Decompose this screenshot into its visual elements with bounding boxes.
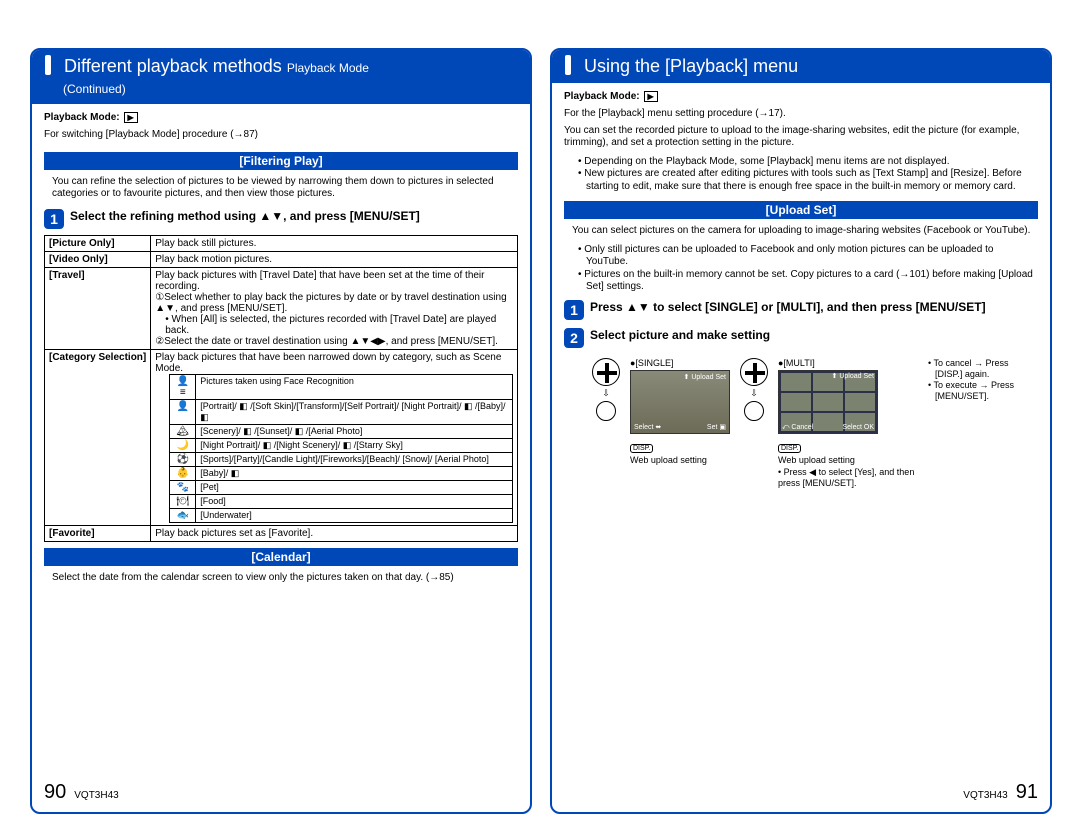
right-doc-id: VQT3H43: [963, 790, 1007, 801]
bullet-item: Only still pictures can be uploaded to F…: [578, 244, 1038, 269]
right-step-2: 2 Select picture and make setting: [564, 328, 1038, 348]
row-video-only-k: [Video Only]: [45, 251, 151, 267]
disp-button-icon-2: DISP.: [778, 444, 801, 453]
section-upload-set: [Upload Set]: [564, 201, 1038, 219]
row-travel-k: [Travel]: [45, 267, 151, 349]
category-icon: 🍽: [170, 494, 196, 508]
left-page-number: 90: [44, 781, 66, 804]
left-intro: For switching [Playback Mode] procedure …: [44, 129, 514, 142]
row-category-v: Play back pictures that have been narrow…: [151, 349, 518, 525]
page-left: Different playback methods Playback Mode…: [30, 48, 532, 814]
thumbnails-area: ⇩ ●[SINGLE] ⬆ Upload Set Select ⬌Set ▣ D…: [592, 358, 1038, 488]
category-desc: [Portrait]/ ◧ /[Soft Skin]/[Transform]/[…: [196, 399, 513, 424]
left-step1-text: Select the refining method using ▲▼, and…: [70, 209, 518, 224]
category-icon: 👤: [170, 399, 196, 424]
left-title-main: Different playback methods: [64, 56, 282, 76]
category-desc: [Sports]/[Party]/[Candle Light]/[Firewor…: [196, 452, 513, 466]
category-icon: 👶: [170, 466, 196, 480]
right-title-band: Using the [Playback] menu: [551, 49, 1051, 83]
left-step-1: 1 Select the refining method using ▲▼, a…: [44, 209, 518, 229]
right-mid-bullets: Only still pictures can be uploaded to F…: [578, 244, 1038, 294]
left-title-sub: Playback Mode: [287, 61, 369, 75]
left-title-band: Different playback methods Playback Mode…: [31, 49, 531, 104]
mode-label: Playback Mode:: [44, 112, 120, 123]
single-screen: ⬆ Upload Set Select ⬌Set ▣: [630, 370, 730, 434]
row-favorite-v: Play back pictures set as [Favorite].: [151, 525, 518, 541]
down-arrow-icon: ⇩: [602, 388, 610, 399]
category-desc: [Pet]: [196, 480, 513, 494]
category-desc: [Baby]/ ◧: [196, 466, 513, 480]
step-badge-2r: 2: [564, 328, 584, 348]
category-desc: [Night Portrait]/ ◧ /[Night Scenery]/ ◧ …: [196, 438, 513, 452]
filtering-table: [Picture Only] Play back still pictures.…: [44, 235, 518, 542]
right-step2-text: Select picture and make setting: [590, 328, 1038, 343]
single-col: ●[SINGLE] ⬆ Upload Set Select ⬌Set ▣ DIS…: [630, 358, 730, 488]
dpad-icon: [592, 358, 620, 386]
dpad-icon-2: [740, 358, 768, 386]
category-icon: ⚽: [170, 452, 196, 466]
right-page-number: 91: [1016, 781, 1038, 804]
row-favorite-k: [Favorite]: [45, 525, 151, 541]
category-desc: [Underwater]: [196, 508, 513, 522]
left-title-continued: (Continued): [63, 82, 126, 96]
category-desc: [Scenery]/ ◧ /[Sunset]/ ◧ /[Aerial Photo…: [196, 424, 513, 438]
side-notes: To cancel → Press [DISP.] again.To execu…: [928, 358, 1038, 403]
page-right: Using the [Playback] menu Playback Mode:…: [550, 48, 1052, 814]
bullet-item: To execute → Press [MENU/SET].: [928, 380, 1038, 403]
left-footer: 90 VQT3H43: [44, 771, 518, 804]
multi-col: ●[MULTI] ⬆ Upload Set ⤺ CancelSelect OK …: [778, 358, 918, 488]
step-badge-1: 1: [44, 209, 64, 229]
bullet-item: Depending on the Playback Mode, some [Pl…: [578, 156, 1038, 169]
right-step-1: 1 Press ▲▼ to select [SINGLE] or [MULTI]…: [564, 300, 1038, 320]
category-desc: [Food]: [196, 494, 513, 508]
section-filtering-play: [Filtering Play]: [44, 152, 518, 170]
left-doc-id: VQT3H43: [74, 790, 118, 801]
category-icon: 🌙: [170, 438, 196, 452]
controls-col-2: ⇩: [740, 358, 768, 488]
disp-button-icon: DISP.: [630, 444, 653, 453]
category-inner-table: 👤≡Pictures taken using Face Recognition👤…: [169, 374, 513, 523]
category-icon: 🐾: [170, 480, 196, 494]
controls-col: ⇩: [592, 358, 620, 488]
category-icon: 🏔: [170, 424, 196, 438]
bullet-item: Pictures on the built-in memory cannot b…: [578, 269, 1038, 294]
right-top-bullets: Depending on the Playback Mode, some [Pl…: [578, 156, 1038, 194]
row-picture-only-v: Play back still pictures.: [151, 235, 518, 251]
bullet-item: New pictures are created after editing p…: [578, 168, 1038, 193]
multi-caption: Web upload setting: [778, 455, 855, 465]
row-video-only-v: Play back motion pictures.: [151, 251, 518, 267]
calendar-body: Select the date from the calendar screen…: [52, 572, 514, 585]
playback-icon-r: ▶: [644, 91, 658, 102]
row-category-k: [Category Selection]: [45, 349, 151, 525]
multi-label: ●[MULTI]: [778, 358, 815, 368]
dial-icon: [596, 401, 616, 421]
bullet-item: To cancel → Press [DISP.] again.: [928, 358, 1038, 381]
row-travel-v: Play back pictures with [Travel Date] th…: [151, 267, 518, 349]
category-icon: 👤≡: [170, 374, 196, 399]
single-caption: Web upload setting: [630, 455, 707, 465]
right-step1-text: Press ▲▼ to select [SINGLE] or [MULTI], …: [590, 300, 1038, 315]
right-title-main: Using the [Playback] menu: [584, 56, 798, 76]
right-intro2: You can set the recorded picture to uplo…: [564, 125, 1034, 150]
playback-icon: ▶: [124, 112, 138, 123]
right-intro1: For the [Playback] menu setting procedur…: [564, 108, 1034, 121]
mode-label-r: Playback Mode:: [564, 91, 640, 102]
upload-body: You can select pictures on the camera fo…: [572, 225, 1034, 238]
section-calendar: [Calendar]: [44, 548, 518, 566]
dial-icon-2: [744, 401, 764, 421]
category-desc: Pictures taken using Face Recognition: [196, 374, 513, 399]
filtering-body: You can refine the selection of pictures…: [52, 176, 514, 201]
right-mode-row: Playback Mode: ▶: [564, 91, 1038, 102]
right-footer: VQT3H43 91: [564, 771, 1038, 804]
multi-note: • Press ◀ to select [Yes], and then pres…: [778, 467, 918, 488]
row-picture-only-k: [Picture Only]: [45, 235, 151, 251]
left-mode-row: Playback Mode: ▶: [44, 112, 518, 123]
category-icon: 🐟: [170, 508, 196, 522]
down-arrow-icon-2: ⇩: [750, 388, 758, 399]
step-badge-1r: 1: [564, 300, 584, 320]
single-label: ●[SINGLE]: [630, 358, 673, 368]
